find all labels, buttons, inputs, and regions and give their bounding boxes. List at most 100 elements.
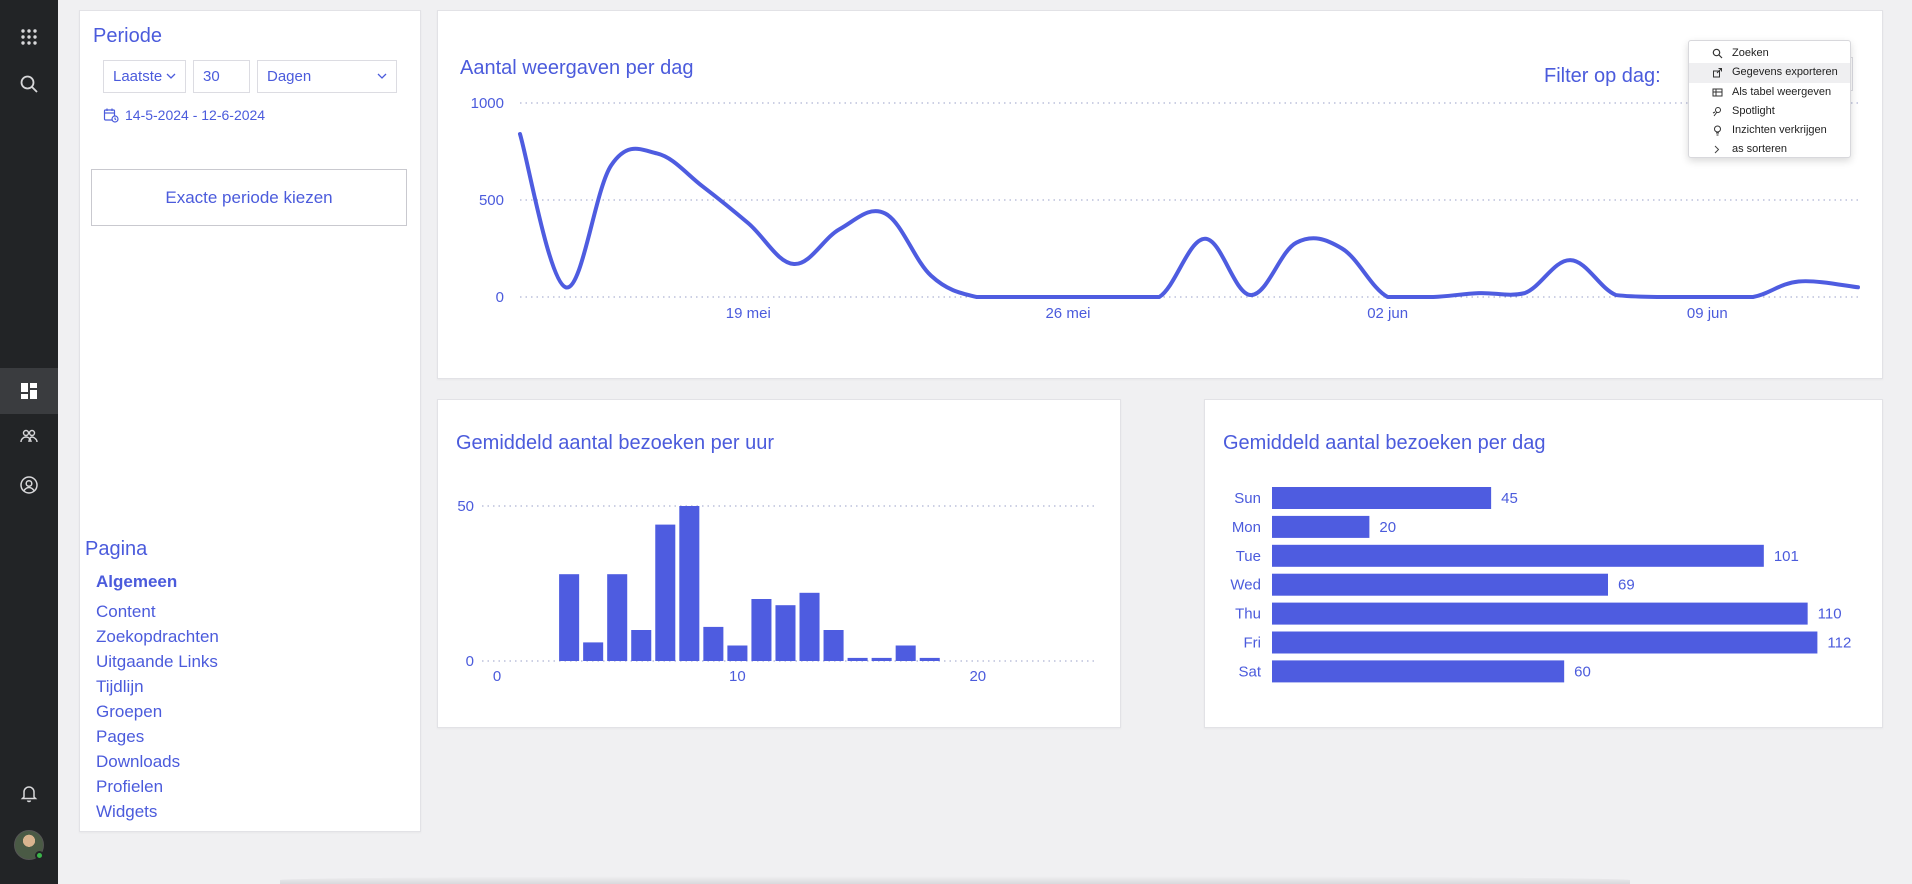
bar-hour-13 — [799, 592, 820, 661]
page-link-profielen[interactable]: Profielen — [96, 777, 164, 796]
avatar[interactable] — [14, 830, 44, 860]
x-tick-label: 09 jun — [1687, 305, 1728, 322]
amount-input[interactable]: 30 — [193, 60, 250, 93]
page-link-pages[interactable]: Pages — [96, 727, 145, 746]
menu-item-label: Als tabel weergeven — [1732, 85, 1832, 98]
x-tick-label: 20 — [969, 668, 986, 685]
category-label: Thu — [1235, 606, 1261, 623]
data-label: 110 — [1818, 606, 1842, 623]
table-icon — [1712, 88, 1723, 97]
day-chart-panel: Gemiddeld aantal bezoeken per dag Sun 45 M… — [1204, 399, 1883, 728]
x-tick-label: 0 — [493, 668, 501, 685]
menu-item-label: Spotlight — [1732, 104, 1775, 117]
unit-value: Dagen — [267, 68, 312, 85]
hour-chart-panel: Gemiddeld aantal bezoeken per uur 0 50 0 10… — [437, 399, 1121, 728]
page-link-content[interactable]: Content — [96, 602, 156, 621]
hour-chart-title: Gemiddeld aantal bezoeken per uur — [456, 432, 774, 454]
chevron-down-icon — [377, 73, 387, 79]
menu-item-label: Gegevens exporteren — [1732, 66, 1838, 79]
menu-item-spotlight[interactable]: Spotlight — [1689, 102, 1850, 121]
left-rail — [0, 0, 58, 884]
chevron-right-icon — [1714, 146, 1720, 154]
bar-mon — [1272, 515, 1370, 538]
menu-item-zoeken[interactable]: Zoeken — [1689, 44, 1850, 63]
account-icon[interactable] — [0, 462, 58, 508]
data-label: 60 — [1574, 663, 1591, 680]
search-icon[interactable] — [0, 61, 58, 107]
bar-hour-15 — [847, 657, 868, 661]
x-tick-label: 02 jun — [1367, 305, 1408, 322]
bell-icon[interactable] — [0, 770, 58, 816]
bar-hour-14 — [823, 630, 844, 661]
menu-item-label: Inzichten verkrijgen — [1732, 124, 1827, 137]
menu-item-gegevens-exporteren[interactable]: Gegevens exporteren — [1689, 63, 1850, 83]
series-line — [518, 132, 1860, 299]
bar-hour-18 — [919, 657, 940, 661]
menu-item-als-tabel-weergeven[interactable]: Als tabel weergeven — [1689, 83, 1850, 102]
bar-hour-5 — [607, 574, 628, 661]
lightbulb-icon — [1714, 125, 1721, 136]
page-link-widgets[interactable]: Widgets — [96, 802, 158, 821]
data-label: 112 — [1827, 635, 1851, 652]
day-chart-title: Gemiddeld aantal bezoeken per dag — [1223, 432, 1546, 454]
data-label: 20 — [1379, 519, 1396, 536]
y-tick-label: 50 — [457, 498, 474, 515]
pages-title: Pagina — [85, 538, 148, 560]
bar-hour-16 — [871, 657, 892, 661]
range-type-select[interactable]: Laatste — [103, 60, 186, 93]
category-label: Sun — [1234, 490, 1261, 507]
period-panel: Periode Laatste 30 Dagen 14-5-2024 - 12-… — [79, 10, 421, 832]
search-icon — [1712, 48, 1723, 59]
day-filter-label: Filter op dag: — [1544, 65, 1661, 87]
dashboard-icon[interactable] — [0, 368, 58, 414]
date-range: 14-5-2024 - 12-6-2024 — [103, 107, 265, 123]
bar-hour-3 — [559, 574, 580, 661]
views-line-chart: 0 500 1000 19 mei 26 mei 02 jun 09 jun — [471, 95, 1860, 322]
export-icon — [1713, 68, 1722, 78]
chevron-down-icon — [166, 73, 176, 79]
page-link-zoekopdrachten[interactable]: Zoekopdrachten — [96, 627, 219, 646]
period-title: Periode — [93, 25, 162, 47]
y-tick-label: 0 — [496, 289, 504, 306]
exact-period-button[interactable]: Exacte periode kiezen — [91, 169, 407, 226]
bar-tue — [1272, 544, 1764, 567]
bar-thu — [1272, 602, 1808, 625]
amount-value: 30 — [203, 68, 220, 85]
bar-hour-11 — [751, 599, 772, 661]
pages-list: Algemeen Content Zoekopdrachten Uitgaande L… — [96, 571, 219, 824]
category-label: Wed — [1230, 577, 1261, 594]
bar-wed — [1272, 573, 1608, 596]
groups-icon[interactable] — [0, 414, 58, 460]
hour-bar-chart: 0 50 0 10 20 — [457, 498, 1098, 685]
apps-icon[interactable] — [0, 14, 58, 60]
y-tick-label: 500 — [479, 192, 504, 209]
page-link-algemeen[interactable]: Algemeen — [96, 572, 178, 591]
category-label: Sat — [1238, 663, 1261, 680]
data-label: 45 — [1501, 490, 1518, 507]
page-link-tijdlijn[interactable]: Tijdlijn — [96, 677, 144, 696]
bar-hour-7 — [655, 524, 676, 661]
bar-sun — [1272, 487, 1492, 509]
bar-hour-6 — [631, 630, 652, 661]
menu-item-label: Zoeken — [1732, 47, 1769, 59]
context-menu: Zoeken Gegevens exporteren Als tabel weerg… — [1688, 40, 1851, 158]
day-bar-chart: Sun 45 Mon 20 Tue 101 Wed 69 Thu 110 Fri 112 Sat 60 — [1230, 487, 1851, 683]
bar-hour-4 — [583, 642, 604, 661]
page-link-downloads[interactable]: Downloads — [96, 752, 181, 771]
spotlight-icon — [1712, 106, 1721, 117]
bottom-edge — [280, 876, 1630, 884]
unit-select[interactable]: Dagen — [257, 60, 397, 93]
page-link-uitgaande-links[interactable]: Uitgaande Links — [96, 652, 218, 671]
bar-hour-17 — [895, 645, 916, 661]
page-link-groepen[interactable]: Groepen — [96, 702, 163, 721]
menu-item-label: as sorteren — [1732, 143, 1788, 156]
x-tick-label: 26 mei — [1045, 305, 1090, 322]
views-chart-panel: Aantal weergaven per dag Filter op dag: … — [437, 10, 1883, 379]
category-label: Fri — [1244, 635, 1262, 652]
menu-item-inzichten-verkrijgen[interactable]: Inzichten verkrijgen — [1689, 121, 1850, 140]
date-range-text: 14-5-2024 - 12-6-2024 — [125, 107, 266, 123]
bar-hour-10 — [727, 645, 748, 661]
data-label: 101 — [1774, 548, 1799, 565]
menu-item-as-sorteren[interactable]: as sorteren — [1689, 140, 1850, 159]
bar-hour-9 — [703, 626, 724, 661]
